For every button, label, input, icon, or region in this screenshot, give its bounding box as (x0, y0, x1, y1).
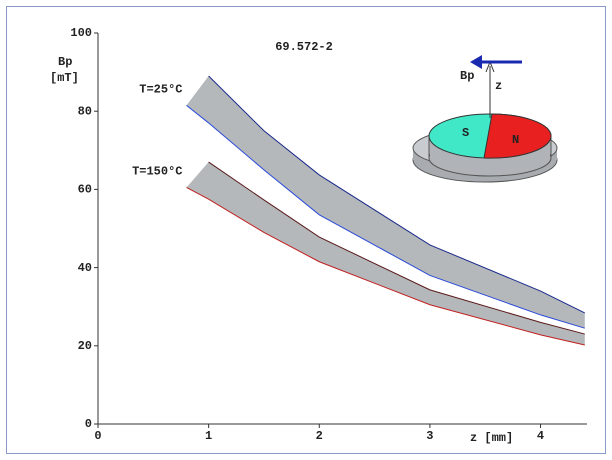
series-label: T=150°C (132, 165, 182, 179)
band-lower-edge (186, 187, 585, 346)
north-pole (483, 113, 552, 159)
south-label: S (462, 126, 469, 140)
magnet-inset: S N Bp z (412, 55, 558, 183)
y-tick-label: 80 (78, 104, 92, 118)
band-upper-edge (208, 75, 586, 314)
x-axis-label: z [mm] (470, 431, 513, 445)
y-tick-label: 40 (78, 261, 92, 275)
north-label: N (512, 133, 519, 147)
x-tick-label: 4 (537, 429, 544, 443)
chart-title: 69.572-2 (275, 40, 333, 54)
series-label: T=25°C (139, 83, 182, 97)
band-lower-edge (186, 104, 585, 329)
y-axis-unit: [mT] (50, 71, 79, 85)
y-tick-label: 100 (70, 26, 92, 40)
x-tick-label: 0 (94, 429, 101, 443)
band-fill (186, 162, 585, 346)
field-arrow-head (470, 55, 482, 69)
y-axis-label: Bp (58, 55, 72, 69)
band-fill (186, 76, 585, 329)
band-upper-edge (208, 161, 585, 335)
x-tick-label: 3 (426, 429, 433, 443)
y-tick-label: 60 (78, 183, 92, 197)
y-tick-label: 0 (85, 417, 92, 431)
x-tick-label: 1 (205, 429, 212, 443)
y-tick-label: 20 (78, 339, 92, 353)
z-label: z (495, 79, 502, 93)
field-label: Bp (460, 69, 474, 83)
x-tick-label: 2 (316, 429, 323, 443)
